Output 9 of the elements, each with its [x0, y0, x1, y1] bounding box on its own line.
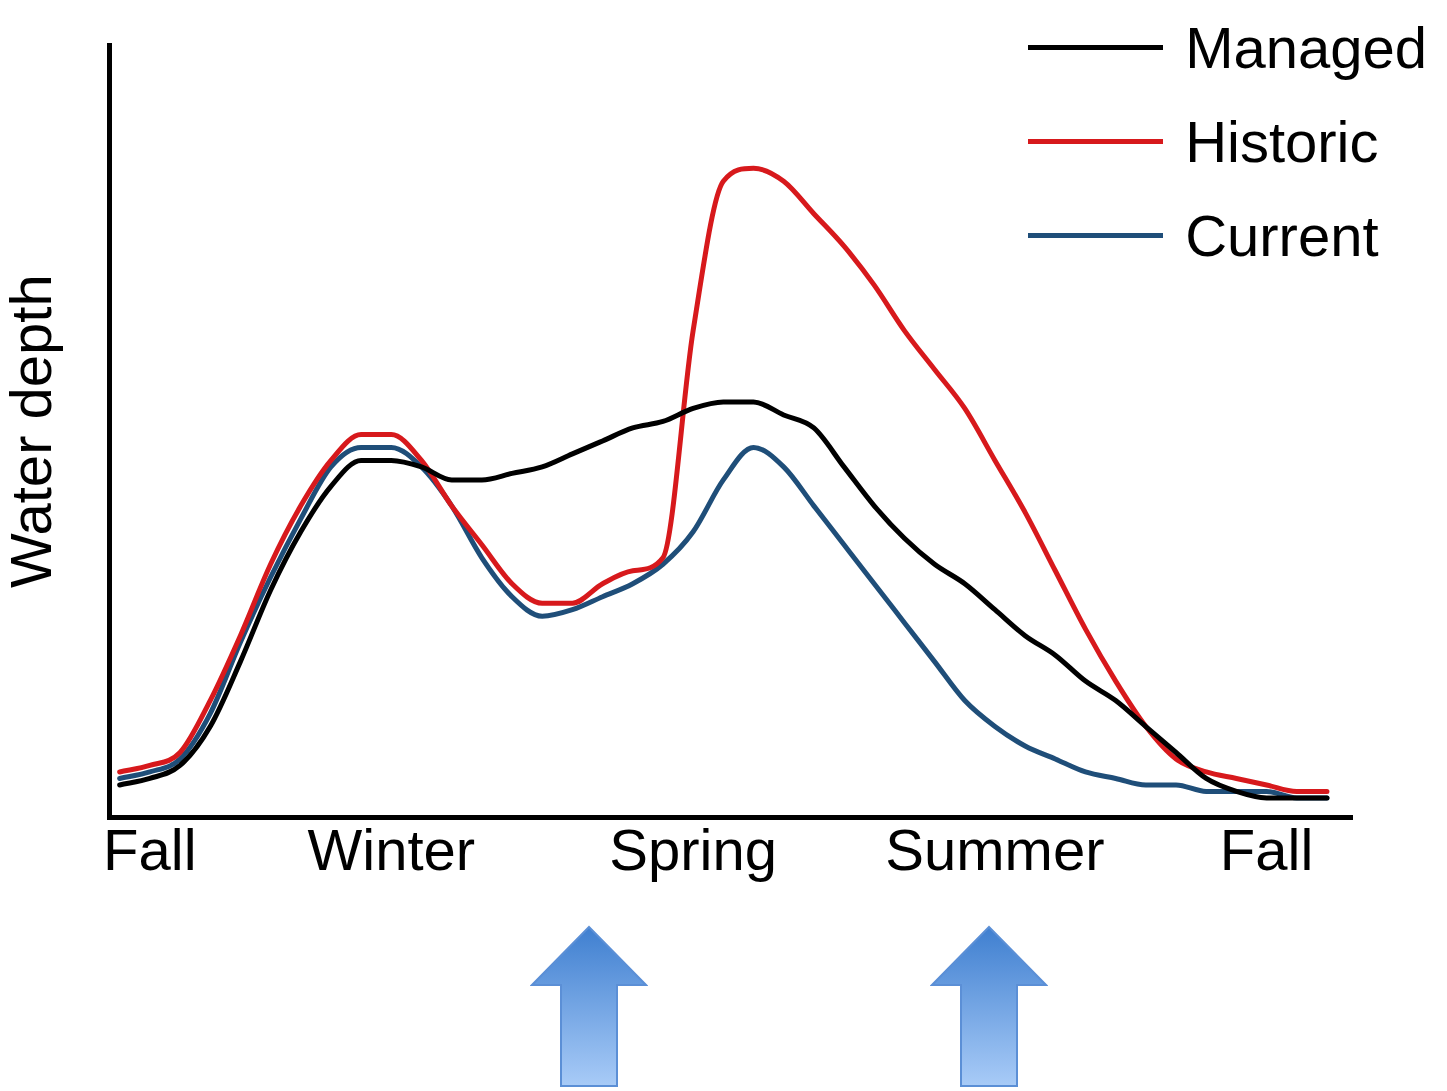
legend-label: Historic [1185, 107, 1379, 175]
x-tick-label: Fall [1219, 817, 1314, 883]
x-tick-label: Winter [307, 817, 476, 883]
legend-label: Current [1185, 201, 1379, 269]
x-tick-label: Spring [609, 817, 777, 883]
x-tick-label: Fall [103, 817, 197, 883]
x-tick-label: Summer [885, 817, 1105, 883]
y-axis-title: Water depth [0, 274, 63, 589]
legend-label: Managed [1185, 13, 1427, 81]
